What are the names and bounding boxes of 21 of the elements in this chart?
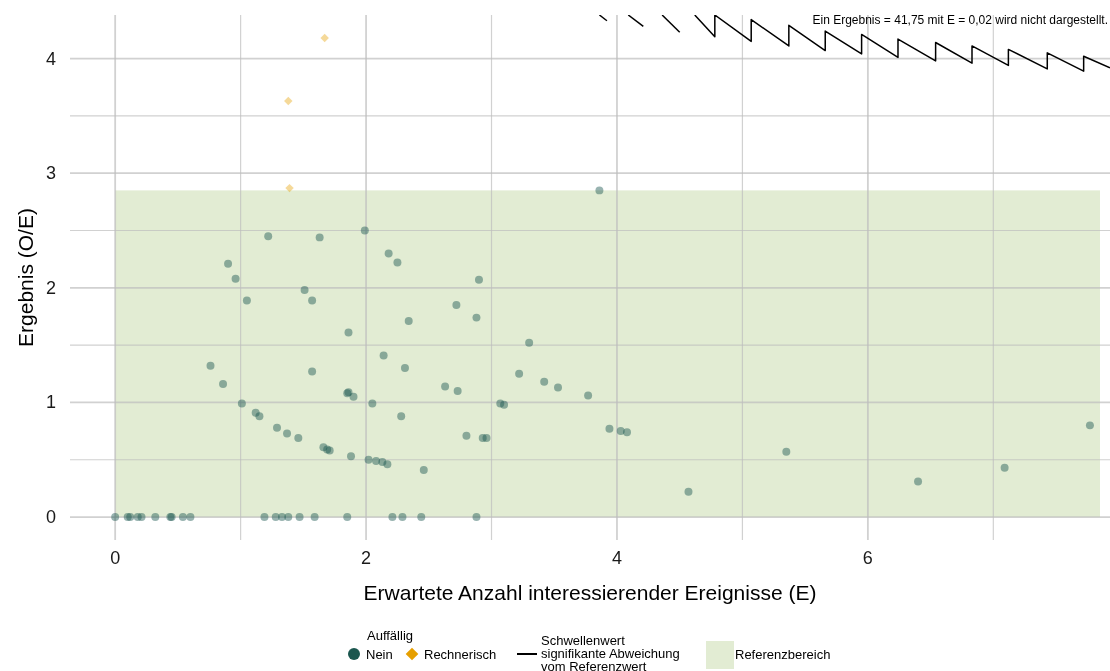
x-tick-label: 6 — [862, 548, 873, 568]
line-series — [694, 15, 1110, 72]
legend-title: Auffällig — [366, 628, 414, 643]
point — [285, 183, 294, 193]
x-tick-label: 2 — [361, 548, 372, 568]
y-tick-label: 2 — [45, 277, 56, 298]
y-axis-title: Ergebnis (O/E) — [14, 208, 37, 347]
y-tick-label: 3 — [45, 163, 56, 184]
x-axis-title: Erwartete Anzahl interessierender Ereignisse (E) — [363, 581, 817, 604]
y-tick-label: 0 — [45, 507, 56, 528]
point — [284, 96, 293, 106]
legend-label: Referenzbereich — [735, 647, 831, 662]
legend-label: Schwellenwert signifikante Abweichung vom Referenzwert — [541, 633, 680, 671]
legend-label: Rechnerisch — [424, 647, 497, 662]
x-tick-label: 0 — [110, 548, 121, 568]
legend-label: Nein — [366, 647, 393, 662]
y-tick-label: 4 — [45, 48, 56, 69]
point — [320, 33, 329, 43]
y-tick-label: 1 — [45, 392, 56, 413]
x-tick-label: 4 — [611, 548, 622, 568]
annotation: Ein Ergebnis = 41,75 mit E = 0,02 wird nicht dargestellt. — [812, 13, 1108, 27]
